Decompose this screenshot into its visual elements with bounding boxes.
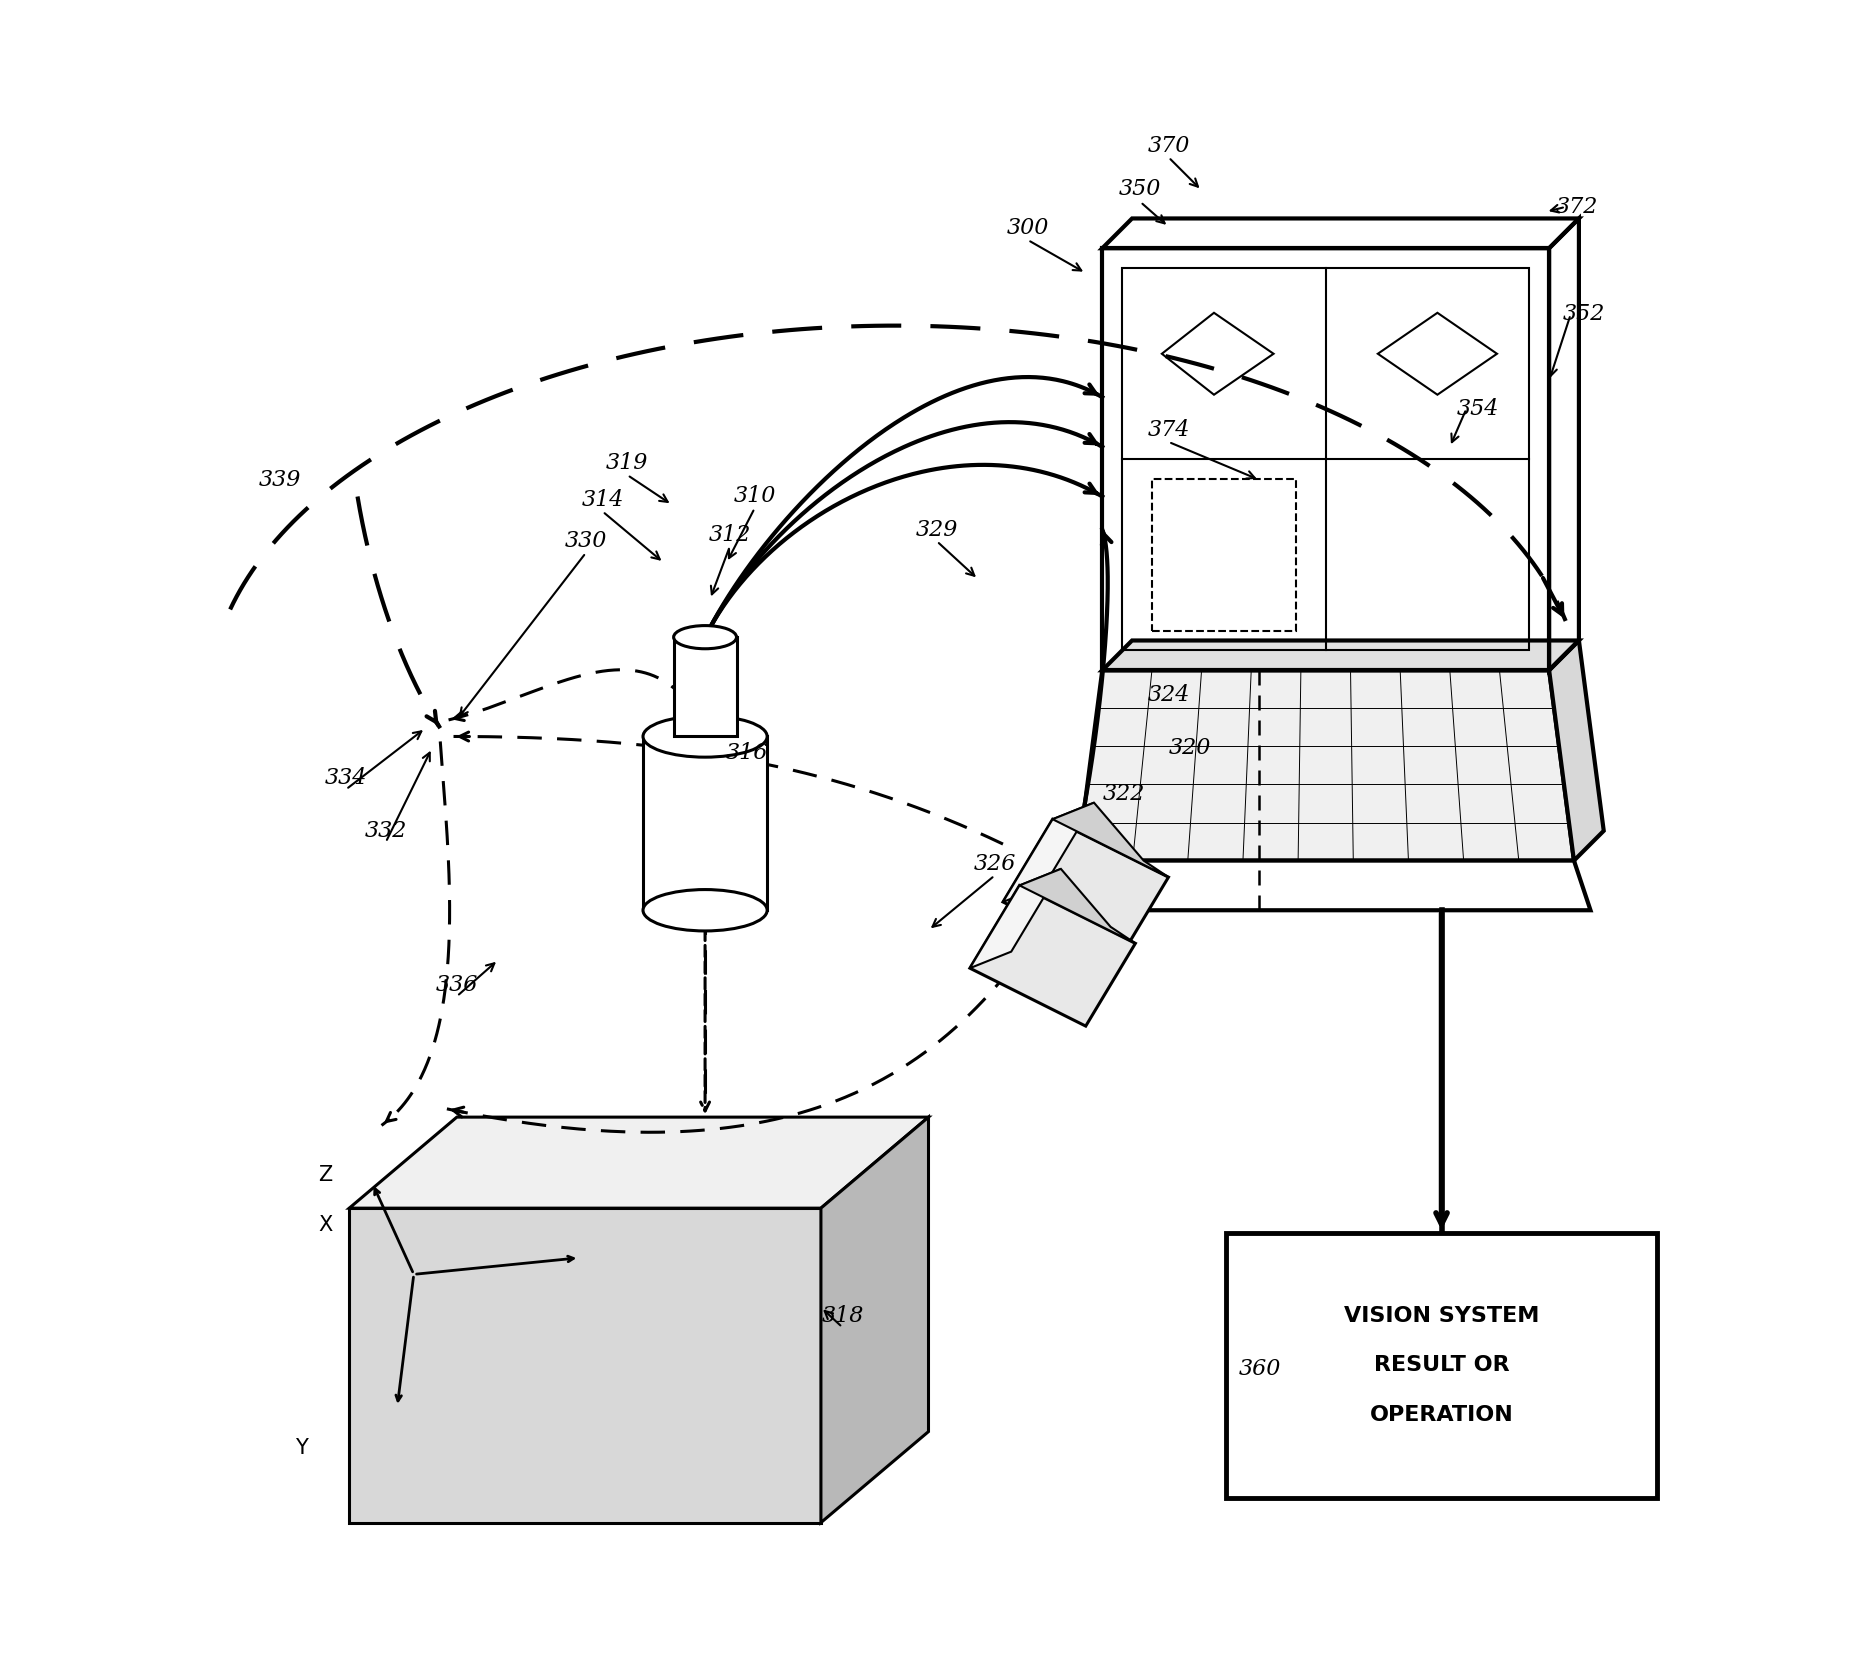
Text: 320: 320 [1168,736,1211,760]
Text: 354: 354 [1456,397,1499,420]
Ellipse shape [643,715,767,756]
Text: 339: 339 [258,468,301,492]
Text: Y: Y [295,1438,308,1458]
Polygon shape [643,736,767,910]
Polygon shape [1103,640,1578,670]
Text: 310: 310 [734,485,776,508]
Polygon shape [1003,819,1168,960]
Polygon shape [1053,803,1168,877]
Polygon shape [1226,1233,1656,1498]
Polygon shape [969,885,1135,1026]
Text: 334: 334 [325,766,368,789]
Text: 324: 324 [1148,684,1190,707]
Text: 316: 316 [726,741,767,765]
Polygon shape [674,637,737,736]
Polygon shape [1060,861,1590,910]
Text: 300: 300 [1006,217,1049,240]
Text: 370: 370 [1148,134,1190,157]
Text: 336: 336 [436,973,477,996]
Text: OPERATION: OPERATION [1370,1405,1513,1425]
Text: VISION SYSTEM: VISION SYSTEM [1344,1306,1539,1326]
Text: 374: 374 [1148,419,1190,442]
Text: RESULT OR: RESULT OR [1374,1355,1510,1375]
Text: 312: 312 [709,523,750,546]
Polygon shape [821,1117,928,1523]
Text: 319: 319 [605,452,648,475]
Text: 318: 318 [821,1304,864,1327]
Polygon shape [969,869,1060,968]
Polygon shape [1077,670,1575,861]
Text: X: X [318,1215,332,1235]
Text: 332: 332 [364,819,407,842]
Polygon shape [349,1208,821,1523]
Text: 360: 360 [1239,1357,1281,1380]
Text: 326: 326 [973,852,1016,875]
Text: 350: 350 [1120,177,1161,200]
Text: 322: 322 [1103,783,1146,806]
Polygon shape [349,1117,928,1208]
Text: 329: 329 [916,518,958,541]
Polygon shape [1003,803,1094,902]
Polygon shape [1019,869,1135,943]
Polygon shape [1549,640,1604,861]
Text: 372: 372 [1556,195,1599,218]
Ellipse shape [674,626,737,649]
Text: 330: 330 [565,530,607,553]
Text: Z: Z [318,1165,332,1185]
Ellipse shape [643,890,767,930]
Text: 352: 352 [1564,303,1604,326]
Text: 314: 314 [581,488,624,511]
